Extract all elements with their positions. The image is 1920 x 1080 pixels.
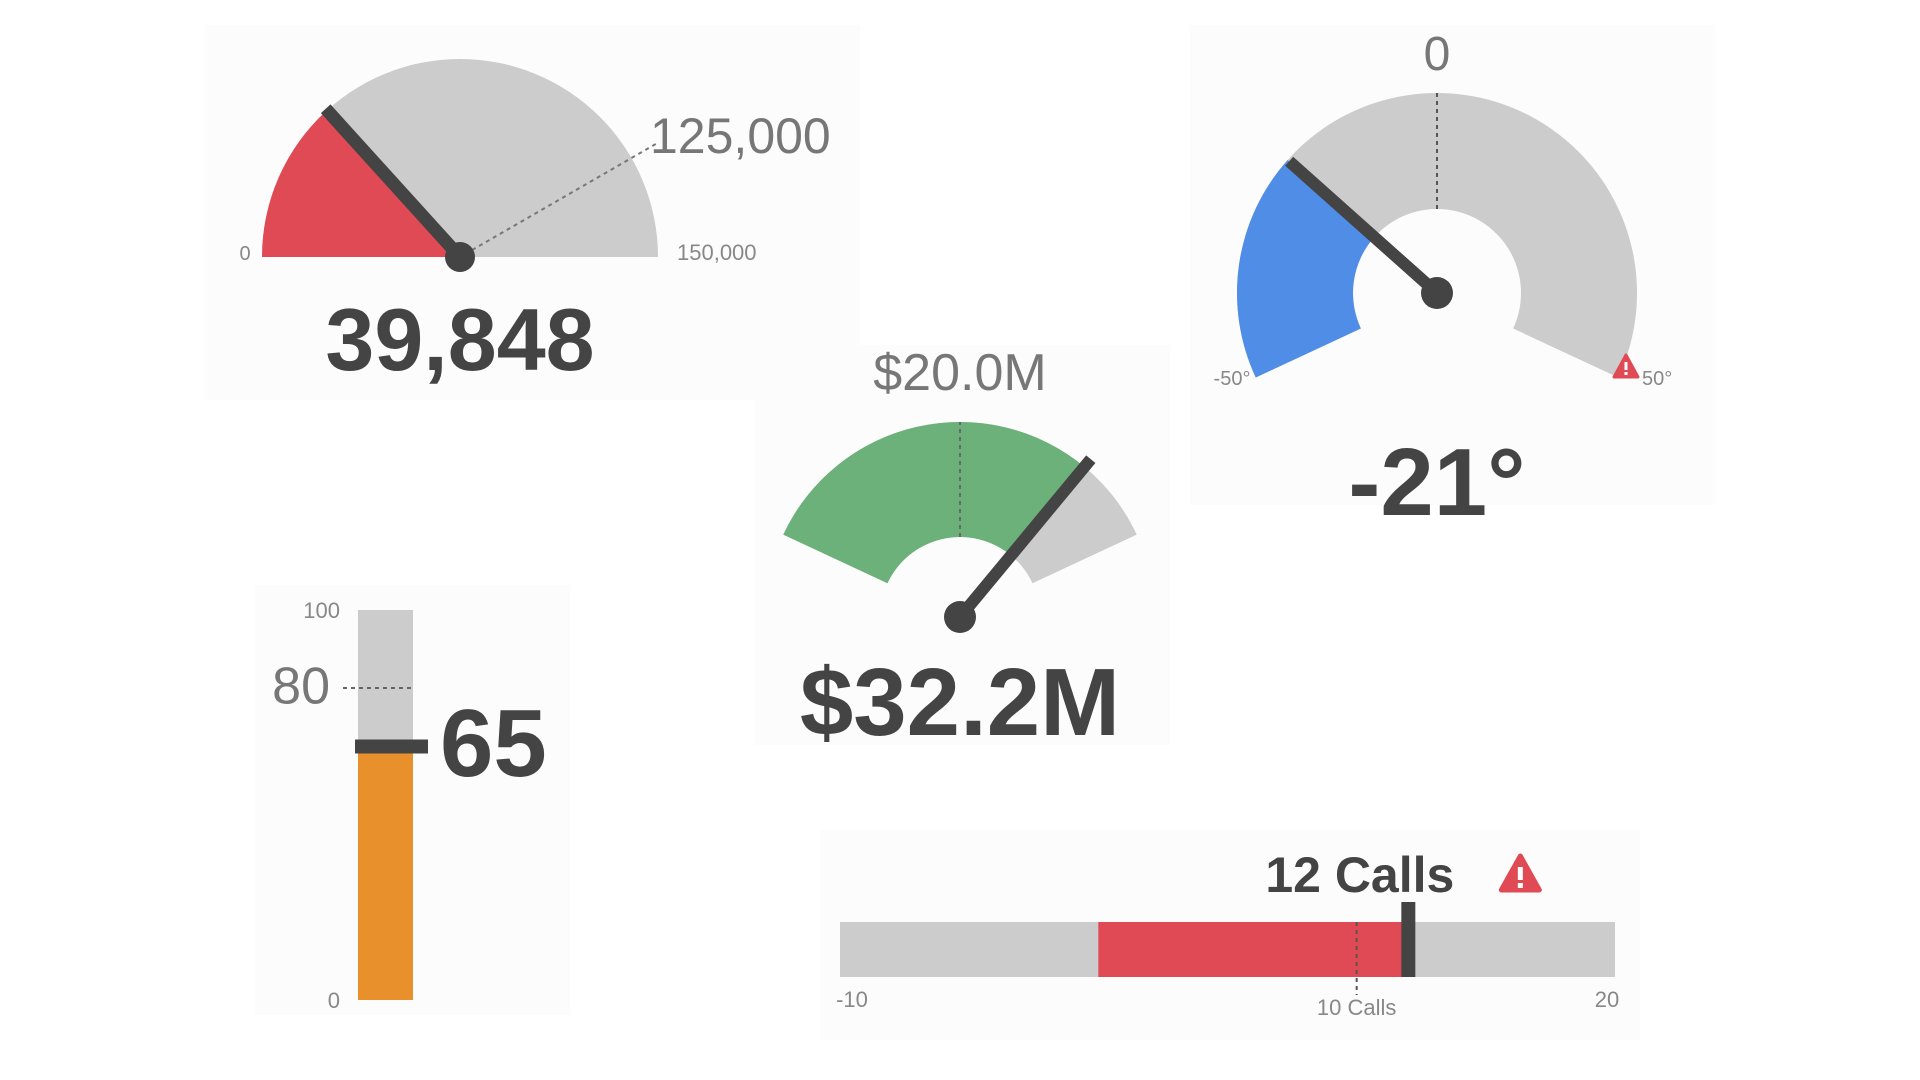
bar-fill [358,746,413,1000]
gauge-value: -21° [1348,429,1525,536]
max-label: 150,000 [677,240,757,265]
target-label: 0 [1424,28,1451,81]
max-label: 20 [1595,987,1619,1012]
gauge-1: 0 150,000 125,000 39,848 [239,59,831,389]
target-label: 10 Calls [1317,995,1396,1020]
bar-value: 65 [440,690,547,797]
gauge-needle [1285,156,1441,298]
thermometer: 100 0 80 65 [272,598,547,1013]
bullet-value: 12 Calls [1265,847,1454,903]
gauge-value-arc [783,422,1085,584]
thermometer-panel: 100 0 80 65 [255,585,570,1015]
needle-hub [1421,277,1453,309]
warning-icon [1612,353,1640,379]
max-label: 50° [1642,368,1672,390]
bar-range [1098,922,1409,977]
gauge-3: 0 -50° 50° -21° [1214,28,1673,536]
gauge-2: $20.0M $32.2M [783,344,1137,756]
min-label: 0 [328,988,340,1013]
gauge-value-arc [262,110,460,257]
target-line [471,141,660,251]
gauge-panel-sales: $20.0M $32.2M [755,344,1170,756]
min-label: -50° [1214,368,1251,390]
bullet-panel-calls: -10 20 10 Calls 12 Calls [820,830,1640,1040]
gauge-panel-revenue: 0 150,000 125,000 39,848 [205,25,860,400]
warning-icon [1498,853,1542,893]
gauge-value: 39,848 [325,290,594,389]
target-label: 80 [272,658,330,716]
min-label: -10 [836,987,868,1012]
gauge-needle [955,455,1096,621]
needle-hub [944,601,976,633]
max-label: 100 [303,598,340,623]
target-label: $20.0M [873,344,1046,402]
bullet-chart: -10 20 10 Calls 12 Calls [836,847,1619,1020]
target-label: 125,000 [650,108,831,164]
gauge-needle [320,104,465,262]
gauge-value: $32.2M [800,649,1120,756]
needle-hub [445,242,475,272]
min-label: 0 [239,243,250,265]
gauge-panel-temperature: 0 -50° 50° -21° [1190,25,1715,536]
